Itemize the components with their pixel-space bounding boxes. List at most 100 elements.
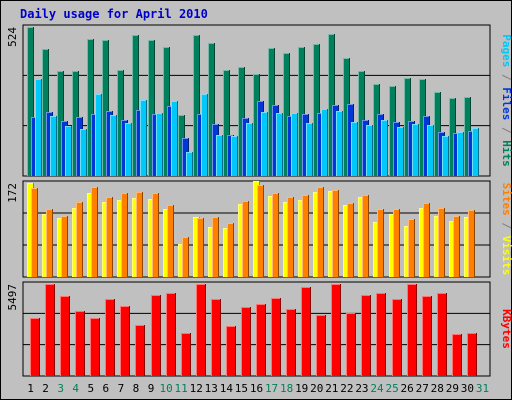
axis-name-hits: Hits: [500, 140, 512, 167]
day-label: 13: [205, 382, 218, 395]
hits-bar: [132, 35, 139, 176]
kbytes-bar: [392, 299, 402, 376]
pages-bar: [457, 132, 464, 176]
axis-name-separator: /: [500, 216, 512, 236]
kbytes-bar: [105, 299, 115, 376]
sites-bar: [453, 216, 460, 277]
day-label: 31: [476, 382, 489, 395]
sites-bar: [302, 195, 309, 277]
pages-bar: [110, 115, 117, 176]
day-label: 15: [235, 382, 248, 395]
pages-bar: [472, 128, 479, 176]
sites-bar: [257, 185, 264, 277]
hits-bar: [313, 44, 320, 176]
day-label: 25: [385, 382, 398, 395]
sites-bar: [242, 201, 249, 277]
kbytes-bar: [241, 307, 251, 376]
sites-bar: [212, 217, 219, 277]
sites-bar: [423, 203, 430, 277]
day-label: 2: [42, 382, 49, 395]
pages-bar: [35, 79, 42, 176]
axis-name-separator: /: [500, 67, 512, 87]
pages-bar: [291, 113, 298, 176]
day-label: 4: [72, 382, 79, 395]
day-label: 3: [57, 382, 64, 395]
day-label: 18: [280, 382, 293, 395]
pages-bar: [80, 129, 87, 176]
sites-bar: [136, 192, 143, 277]
day-label: 5: [87, 382, 94, 395]
pages-bar: [336, 111, 343, 176]
kbytes-bar: [151, 295, 161, 376]
day-label: 11: [175, 382, 188, 395]
day-label: 1: [27, 382, 34, 395]
pages-bar: [381, 120, 388, 176]
sites-bar: [76, 202, 83, 277]
sites-bar: [438, 208, 445, 277]
axis-name-files: Files: [500, 87, 512, 120]
kbytes-bar: [90, 318, 100, 376]
kbytes-bar: [437, 293, 447, 376]
pages-bar: [216, 135, 223, 176]
sites-bar: [317, 187, 324, 277]
day-label: 6: [103, 382, 110, 395]
pages-bar: [156, 113, 163, 176]
kbytes-bar: [271, 298, 281, 376]
pages-bar: [306, 123, 313, 176]
day-label: 16: [250, 382, 263, 395]
kbytes-bar: [376, 293, 386, 376]
panel-max-label: 172: [6, 183, 19, 203]
kbytes-bar: [166, 293, 176, 376]
kbytes-bar: [226, 326, 236, 376]
day-label: 29: [446, 382, 459, 395]
sites-bar: [347, 203, 354, 277]
sites-bar: [46, 209, 53, 277]
day-label: 22: [340, 382, 353, 395]
panel-hits-files-pages: 524 Pages / Files / Hits: [6, 24, 512, 177]
pages-bar: [412, 124, 419, 176]
day-label: 24: [370, 382, 384, 395]
pages-bar: [186, 152, 193, 176]
sites-bar: [287, 197, 294, 277]
sites-bar: [167, 205, 174, 277]
pages-bar: [246, 123, 253, 176]
kbytes-bar: [135, 325, 145, 376]
pages-bar: [95, 94, 102, 176]
day-label: 7: [118, 382, 125, 395]
axis-name-kbytes: KBytes: [500, 309, 512, 349]
kbytes-bar: [256, 304, 266, 376]
day-label: 23: [355, 382, 368, 395]
kbytes-bar: [30, 318, 40, 376]
pages-bar: [351, 122, 358, 176]
sites-bar: [362, 195, 369, 277]
pages-bar: [261, 112, 268, 176]
sites-bar: [106, 197, 113, 277]
kbytes-bar: [120, 306, 130, 376]
axis-name-sites: Sites: [500, 183, 512, 216]
hits-bar: [148, 40, 155, 176]
sites-bar: [227, 223, 234, 277]
day-label: 27: [416, 382, 429, 395]
sites-bar: [332, 190, 339, 277]
axis-name-visits: Visits: [500, 236, 512, 276]
sites-bar: [393, 209, 400, 277]
kbytes-bar: [75, 311, 85, 376]
kbytes-bar: [422, 296, 432, 376]
day-label: 9: [148, 382, 155, 395]
sites-bar: [61, 216, 68, 277]
kbytes-bar: [407, 284, 417, 376]
pages-bar: [50, 116, 57, 176]
day-label: 17: [265, 382, 278, 395]
pages-bar: [201, 94, 208, 176]
kbytes-bar: [467, 333, 477, 376]
sites-bar: [468, 210, 475, 277]
sites-bar: [197, 218, 204, 277]
panel-axis-names: Pages / Files / Hits: [500, 34, 512, 167]
kbytes-bar: [331, 284, 341, 376]
day-label: 30: [461, 382, 474, 395]
hits-bar: [87, 39, 94, 176]
day-label: 12: [190, 382, 203, 395]
pages-bar: [397, 127, 404, 176]
chart-title: Daily usage for April 2010: [20, 7, 208, 21]
